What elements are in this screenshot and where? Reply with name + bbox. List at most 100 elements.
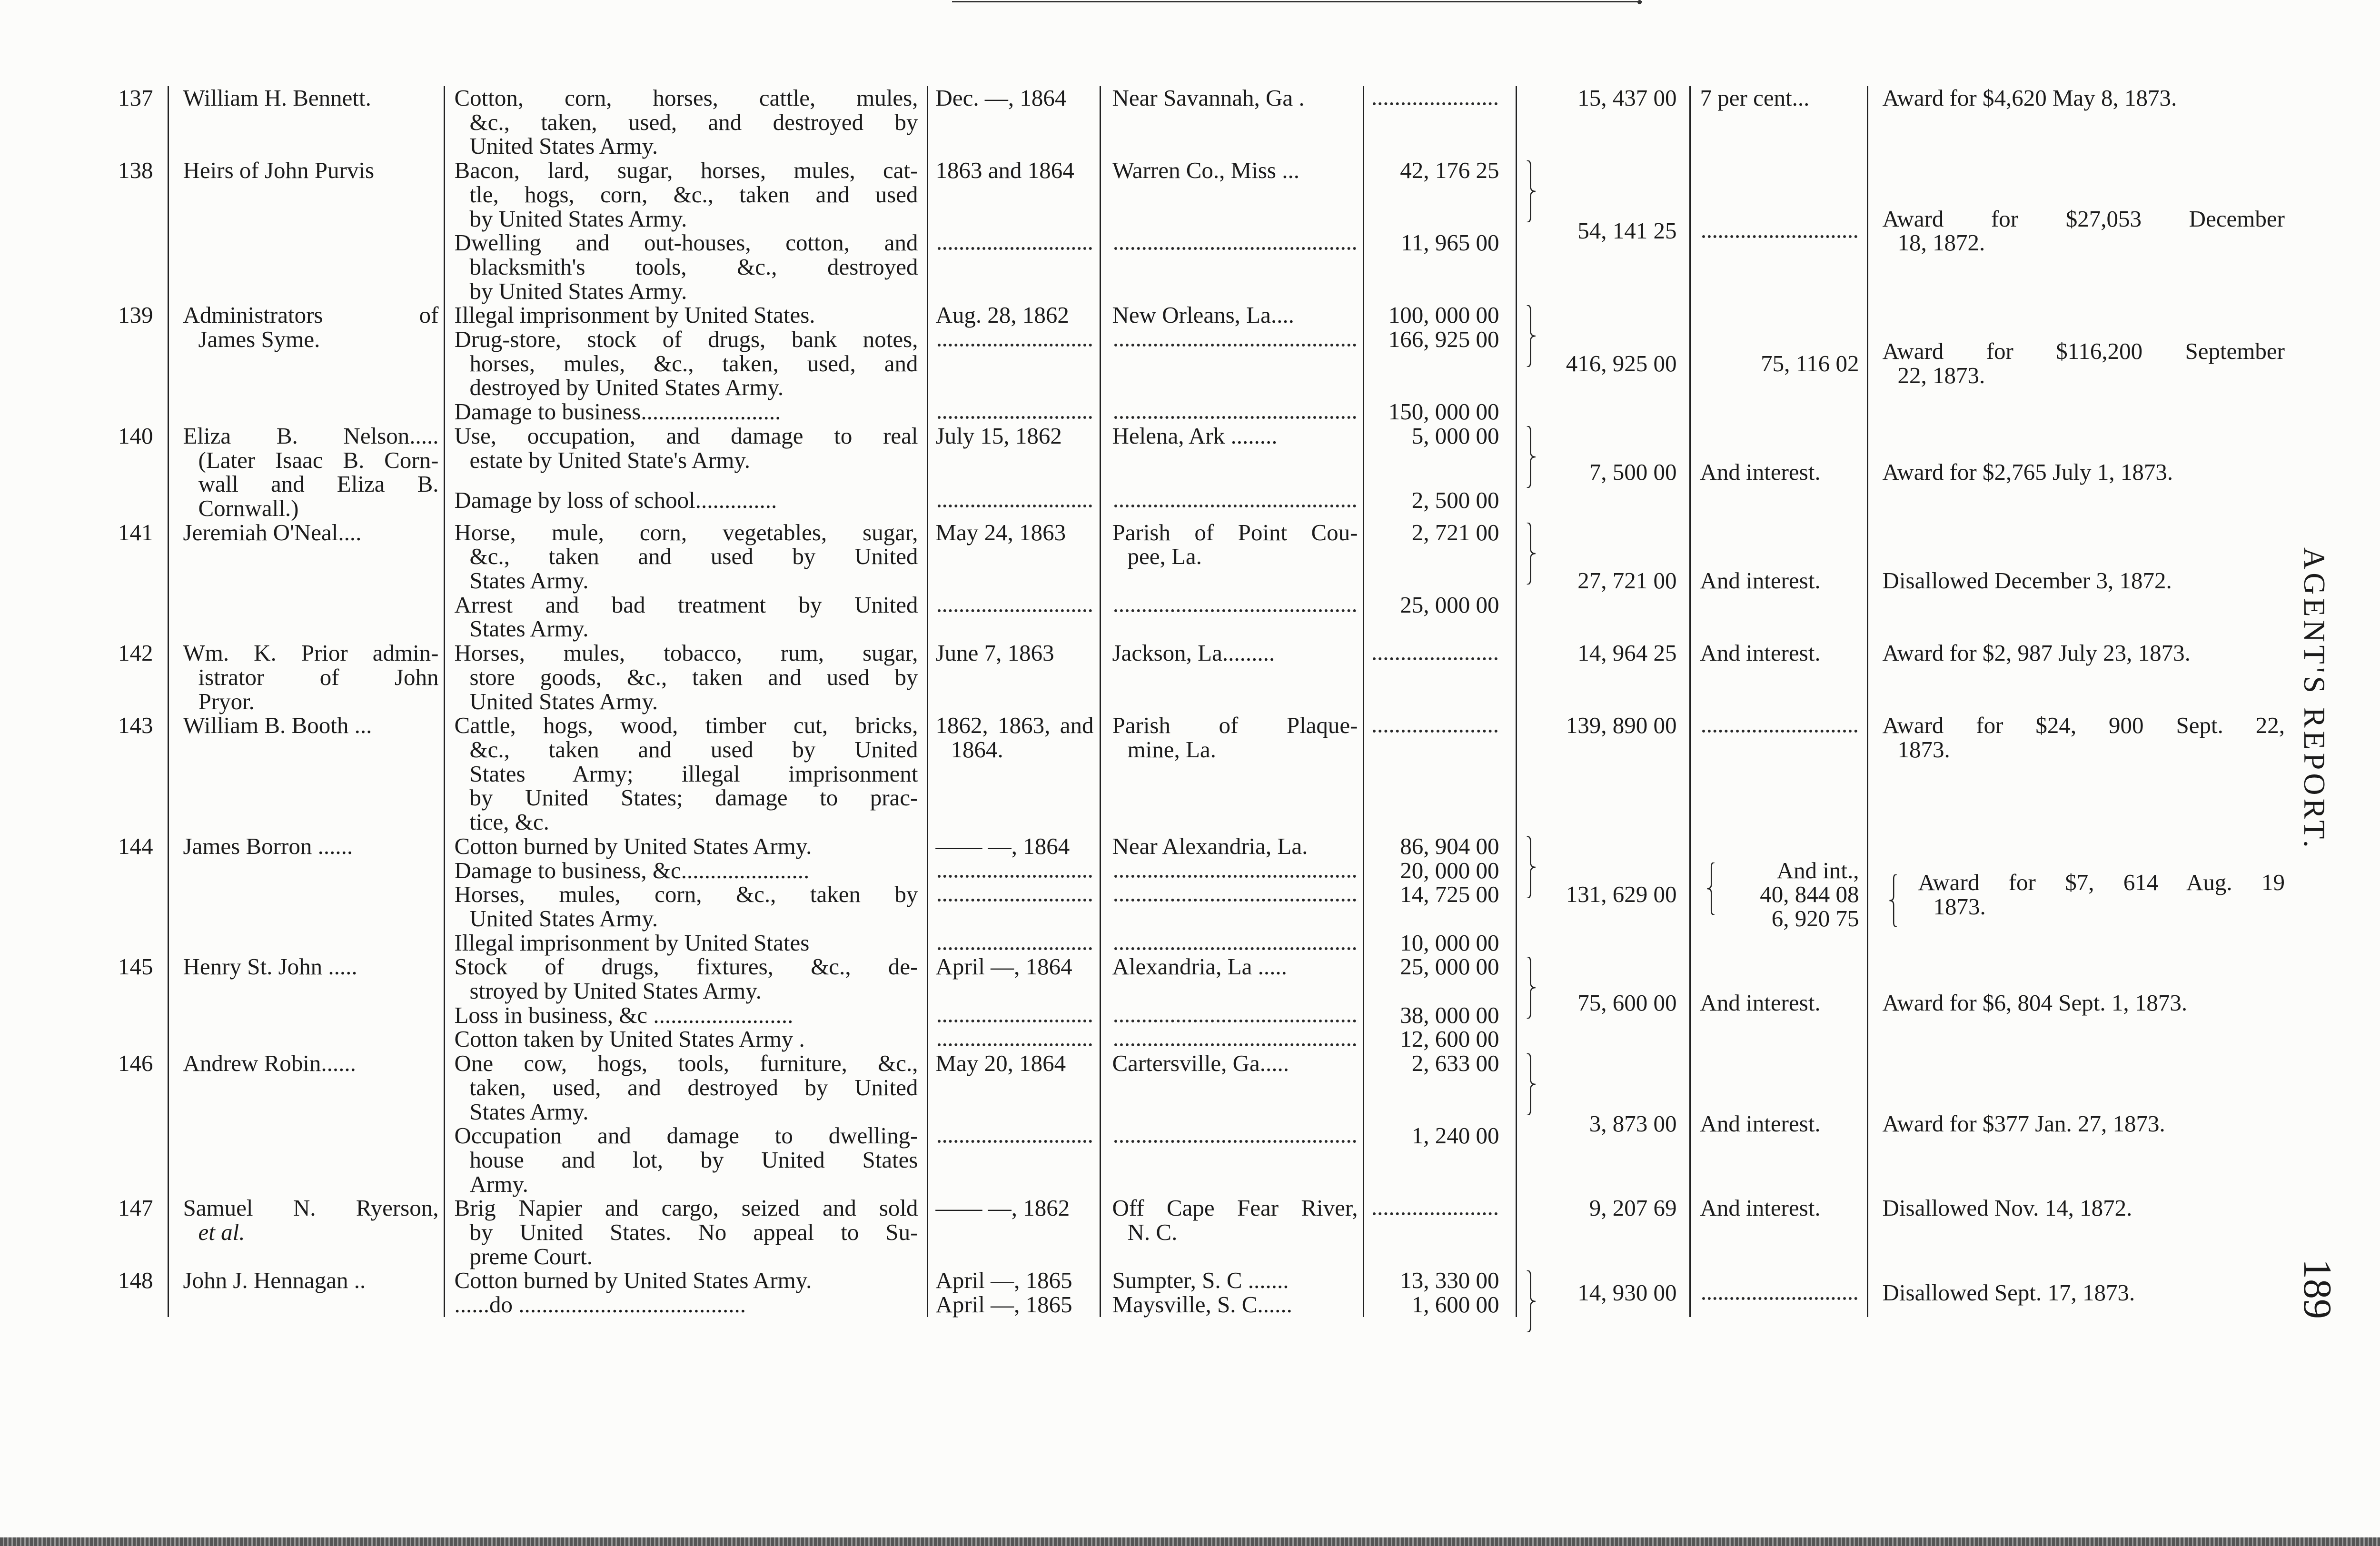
date-line: 1862, 1863, and: [935, 712, 1094, 739]
item-amount: 100, 000 00: [1362, 303, 1516, 328]
place-line: Parish of Plaque-: [1112, 712, 1358, 739]
top-rule: [952, 1, 1642, 2]
claim-place: Sumpter, S. C .......: [1099, 1267, 1363, 1294]
claim-place: Parish of Plaque-mine, La.: [1099, 712, 1363, 834]
date-line: Dec. —, 1864: [935, 85, 1067, 111]
remarks: Disallowed Nov. 14, 1872.: [1866, 1196, 2285, 1269]
remarks-line: Disallowed Sept. 17, 1873.: [1882, 1279, 2135, 1306]
claim-date: May 20, 1864: [926, 1051, 1100, 1124]
claim-total: 14, 964 25: [1515, 641, 1690, 714]
claim-date: [926, 327, 1100, 400]
description-line: &c., taken, used, and destroyed by: [469, 109, 918, 135]
claims-table: 137 William H. Bennett. Cotton, corn, hors…: [109, 86, 2285, 1317]
description-line: blacksmith's tools, &c., destroyed: [469, 253, 918, 280]
claim-date: [926, 858, 1100, 883]
item-amount: 13, 330 00: [1362, 1269, 1516, 1293]
claim-place: [1099, 400, 1363, 424]
claim-total: 3, 873 00: [1515, 1051, 1690, 1197]
dotted-leader: [1112, 931, 1358, 955]
claim-total: 131, 629 00: [1515, 834, 1690, 955]
claim-item-row: 147 Samuel N. Ryerson, et al. Brig Napier a…: [109, 1196, 2285, 1269]
dotted-leader: [936, 859, 1094, 883]
claim-description: Drug-store, stock of drugs, bank notes, h…: [443, 327, 927, 400]
remarks: Award for $2, 987 July 23, 1873.: [1866, 641, 2285, 714]
interest: And interest.: [1689, 955, 1867, 1052]
dotted-leader: [1112, 1003, 1358, 1028]
dotted-leader: [936, 488, 1094, 513]
claim-item-row: ......do ...............................…: [109, 1292, 2285, 1317]
place-line: Sumpter, S. C .......: [1112, 1267, 1289, 1294]
place-line: Near Alexandria, La.: [1112, 832, 1308, 859]
dotted-leader: [1112, 1027, 1358, 1051]
remarks: Award for $116,200 September 22, 1873.: [1866, 303, 2285, 424]
item-amount: 2, 633 00: [1362, 1051, 1516, 1124]
interest: And interest.: [1689, 1051, 1867, 1197]
description-line: horses, mules, &c., taken, used, and: [469, 350, 918, 377]
place-line: Alexandria, La .....: [1112, 953, 1287, 980]
claim-place: Warren Co., Miss ...: [1099, 158, 1363, 231]
dotted-leader: [936, 593, 1094, 617]
description-line: Illegal imprisonment by United States: [454, 929, 810, 956]
claim-total-value: 14, 930 00: [1577, 1279, 1677, 1306]
claimant-name: William H. Bennett.: [167, 86, 444, 159]
claim-total-value: 3, 873 00: [1589, 1110, 1677, 1137]
claim-place: Cartersville, Ga.....: [1099, 1051, 1363, 1124]
top-rule-dot: [1637, 0, 1642, 4]
claim-description: Occupation and damage to dwelling-house …: [443, 1124, 927, 1197]
description-line: Arrest and bad treatment by United: [454, 591, 918, 618]
claim-item-row: 148 John J. Hennagan .. Cotton burned by U…: [109, 1269, 2285, 1293]
dotted-leader: [1371, 86, 1499, 110]
interest-line: And int.,: [1776, 857, 1859, 883]
claim-date: April —, 1864: [926, 955, 1100, 1003]
claim-date: [926, 882, 1100, 931]
description-line: Cotton burned by United States Army.: [454, 1267, 812, 1294]
description-line: Illegal imprisonment by United States.: [454, 302, 815, 328]
description-line: preme Court.: [469, 1243, 593, 1269]
interest-line: And interest.: [1700, 1110, 1821, 1137]
dotted-leader: [1112, 593, 1358, 617]
description-line: estate by United State's Army.: [469, 446, 750, 473]
description-line: tice, &c.: [469, 809, 549, 835]
scan-edge: [0, 1537, 2380, 1546]
remarks-line: 22, 1873.: [1897, 362, 1985, 389]
claim-place: [1099, 593, 1363, 642]
claim-date: July 15, 1862: [926, 424, 1100, 489]
dotted-leader: [1112, 488, 1358, 513]
claim-place: Helena, Ark ........: [1099, 424, 1363, 489]
interest-line: 40, 844 08: [1760, 881, 1859, 908]
claimant-name-line: William B. Booth ...: [183, 712, 372, 739]
description-line: by United States. No appeal to Su-: [469, 1219, 918, 1246]
running-title: AGENT'S REPORT.: [2298, 547, 2331, 851]
claim-total-value: 15, 437 00: [1577, 85, 1677, 111]
claim-place: [1099, 1003, 1363, 1028]
interest-line: And interest.: [1700, 1195, 1821, 1221]
claim-number: 144: [118, 832, 153, 859]
claim-date: April —, 1865: [926, 1292, 1100, 1317]
item-amount: 12, 600 00: [1362, 1027, 1516, 1052]
claim-item-row: Arrest and bad treatment by United States…: [109, 591, 2285, 642]
interest-line: 7 per cent...: [1700, 85, 1810, 111]
place-line: N. C.: [1127, 1219, 1178, 1246]
item-amount: 86, 904 00: [1362, 834, 1516, 859]
description-line: Brig Napier and cargo, seized and sold: [454, 1195, 918, 1221]
claimant-name-line: et al.: [198, 1219, 245, 1246]
dotted-leader: [1112, 231, 1358, 255]
remarks-line: Award for $7, 614 Aug. 19: [1918, 869, 2285, 895]
claim-total-value: 9, 207 69: [1589, 1195, 1677, 1221]
description-line: by United States; damage to prac-: [469, 784, 918, 811]
date-line: May 24, 1863: [935, 519, 1066, 545]
claimant-name-line: (Later Isaac B. Corn-: [198, 446, 439, 473]
claim-description: Horses, mules, corn, &c., taken by United…: [443, 882, 927, 931]
claim-date: [926, 1027, 1100, 1052]
claim-description: Loss in business, &c ...................…: [443, 1003, 927, 1028]
claim-description: Cotton burned by United States Army.: [443, 834, 927, 859]
item-amount: 42, 176 25: [1362, 158, 1516, 231]
claim-date: [926, 488, 1100, 521]
dotted-leader: [1371, 641, 1499, 665]
claim-place: Near Alexandria, La.: [1099, 832, 1363, 859]
claim-item-row: Loss in business, &c ...................…: [109, 1003, 2285, 1028]
interest: 7 per cent...: [1689, 85, 1867, 159]
dotted-leader: [1112, 400, 1358, 424]
item-amount: 1, 240 00: [1362, 1123, 1516, 1197]
dotted-leader: [1700, 1281, 1859, 1305]
